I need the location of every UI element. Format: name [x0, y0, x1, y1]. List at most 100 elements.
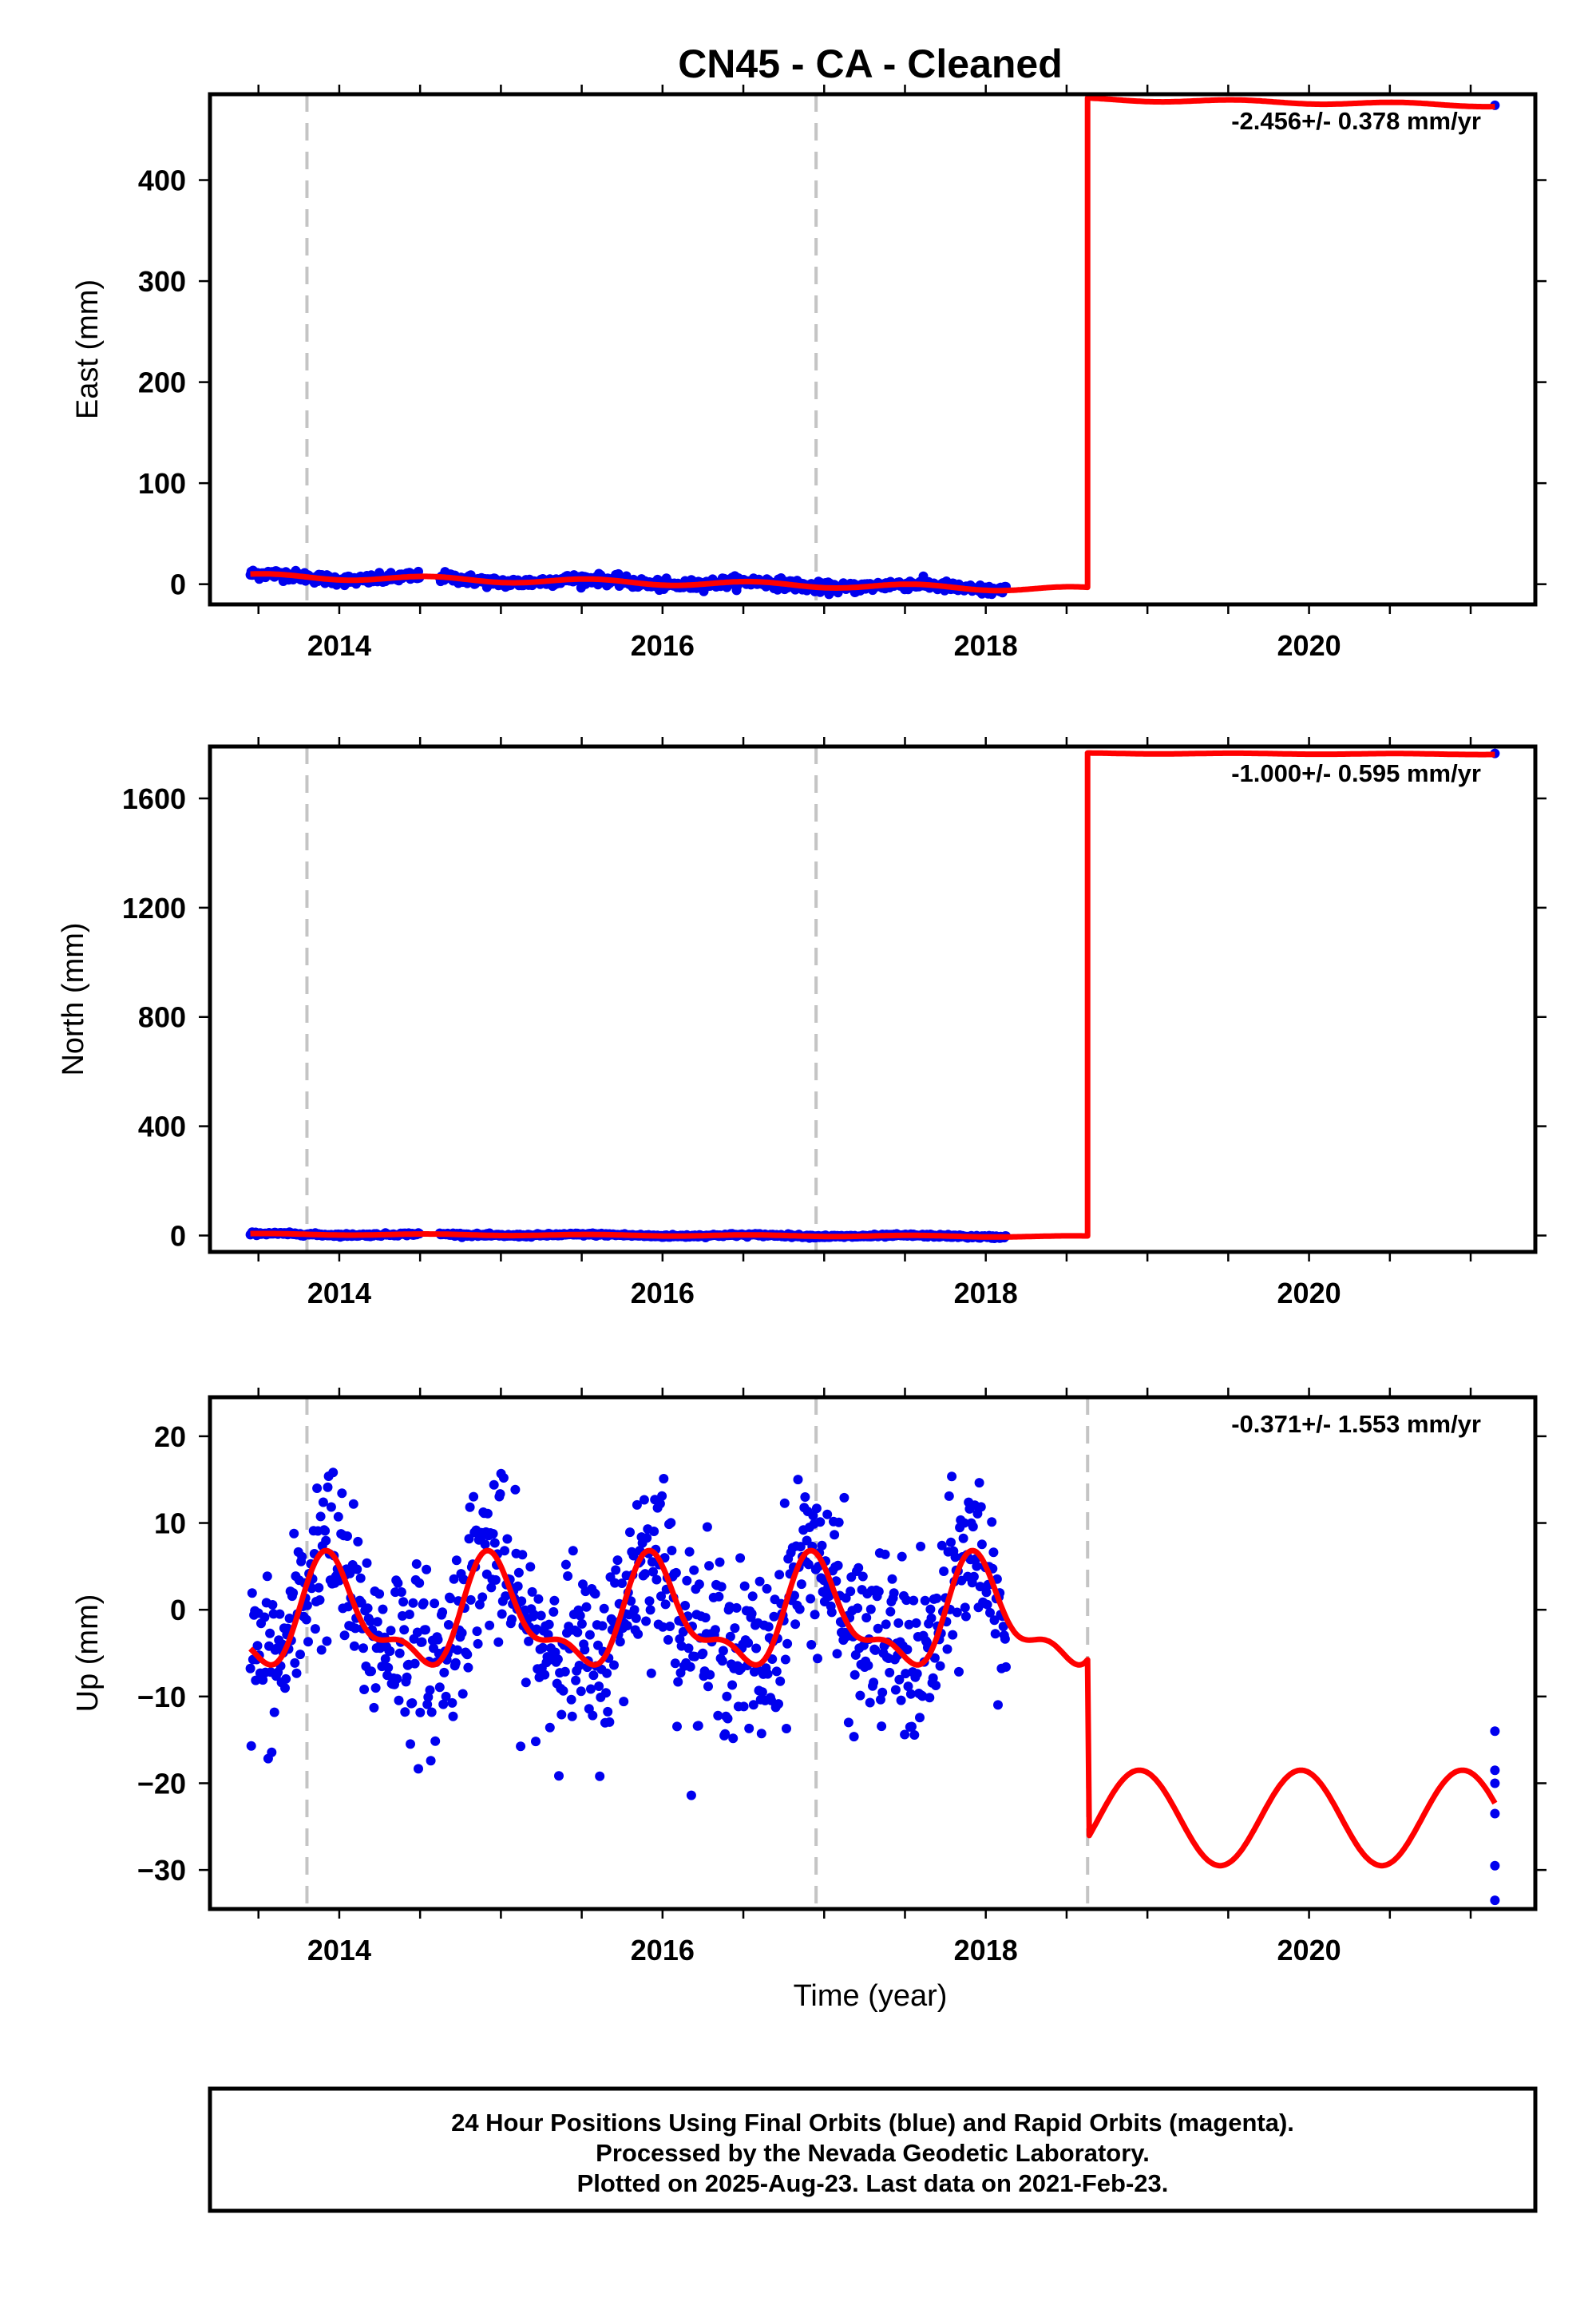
obs-point	[267, 1600, 278, 1610]
obs-point	[925, 1604, 936, 1614]
obs-point	[990, 1629, 1000, 1639]
obs-point	[418, 1598, 429, 1608]
obs-point	[398, 1610, 407, 1621]
obs-point	[920, 1595, 930, 1606]
obs-point	[430, 1736, 441, 1746]
obs-point	[599, 1603, 609, 1614]
obs-point	[880, 1549, 890, 1559]
obs-point	[826, 1607, 837, 1618]
obs-point	[894, 1674, 905, 1685]
obs-point	[901, 1595, 912, 1606]
obs-point	[385, 1646, 395, 1656]
obs-point	[713, 1710, 723, 1721]
obs-point	[640, 1569, 650, 1579]
obs-point	[703, 1681, 713, 1692]
obs-point	[588, 1670, 599, 1681]
obs-point	[811, 1503, 822, 1514]
obs-point	[928, 1673, 938, 1683]
obs-point	[448, 1711, 458, 1721]
obs-point	[604, 1717, 615, 1727]
obs-point	[960, 1602, 970, 1613]
obs-point	[641, 1616, 651, 1626]
obs-point	[339, 1630, 350, 1641]
obs-point	[942, 1644, 952, 1654]
obs-point	[782, 1724, 791, 1733]
obs-point	[642, 1533, 652, 1543]
obs-point	[705, 1669, 715, 1680]
obs-point	[1490, 1808, 1500, 1819]
obs-point	[358, 1643, 368, 1654]
obs-point	[597, 1621, 608, 1631]
obs-point	[549, 1606, 559, 1617]
obs-point	[870, 1645, 881, 1655]
obs-point	[948, 1630, 958, 1640]
obs-point	[944, 1491, 954, 1501]
obs-point	[685, 1662, 695, 1672]
obs-point	[556, 1709, 567, 1720]
obs-point	[312, 1483, 323, 1493]
obs-point	[890, 1685, 901, 1695]
obs-point	[267, 1747, 277, 1757]
obs-point	[343, 1531, 352, 1541]
obs-point	[939, 1566, 949, 1576]
obs-point	[680, 1601, 691, 1610]
obs-point	[438, 1699, 449, 1709]
x-tick-label: 2020	[1277, 629, 1341, 662]
panel-up: 2014 2016 2018 2020 −30 −20 −10 0 10 20 Up (mm) -0.…	[71, 1388, 1546, 1966]
obs-point	[806, 1594, 816, 1604]
obs-point	[744, 1723, 754, 1733]
obs-point	[657, 1491, 667, 1501]
y-tick-label: 0	[170, 1219, 186, 1252]
obs-point	[982, 1599, 992, 1610]
obs-point	[593, 1640, 603, 1650]
obs-point	[766, 1695, 777, 1705]
obs-point	[704, 1561, 715, 1571]
obs-point	[790, 1590, 799, 1601]
obs-point	[407, 1698, 418, 1708]
obs-point	[666, 1518, 676, 1528]
obs-point	[651, 1574, 662, 1585]
obs-point	[720, 1729, 731, 1739]
obs-point	[549, 1595, 560, 1606]
obs-point	[493, 1637, 504, 1647]
obs-point	[611, 1565, 621, 1575]
obs-point	[716, 1582, 727, 1592]
obs-point	[571, 1675, 581, 1685]
obs-point	[374, 1589, 385, 1599]
obs-point	[588, 1710, 598, 1721]
obs-point	[323, 1482, 333, 1492]
obs-point	[426, 1756, 436, 1766]
obs-point	[912, 1669, 922, 1679]
y-axis-title: East (mm)	[71, 279, 105, 419]
obs-point	[694, 1579, 704, 1590]
obs-point	[602, 1668, 612, 1678]
obs-point	[865, 1697, 875, 1708]
obs-point	[576, 1686, 586, 1697]
obs-point	[649, 1527, 659, 1536]
model-line	[249, 750, 1496, 1240]
obs-point	[567, 1711, 577, 1721]
obs-point	[715, 1557, 725, 1567]
obs-point	[545, 1722, 555, 1733]
obs-point	[380, 1654, 390, 1664]
obs-point	[660, 1599, 671, 1610]
obs-point	[465, 1594, 476, 1605]
obs-point	[873, 1623, 883, 1634]
x-tick-label: 2016	[631, 1277, 695, 1309]
obs-point	[314, 1582, 324, 1593]
obs-point	[426, 1707, 437, 1717]
obs-point	[767, 1654, 778, 1664]
obs-point	[404, 1610, 414, 1619]
obs-point	[889, 1588, 899, 1598]
y-tick-label: 800	[138, 1001, 186, 1034]
obs-point	[903, 1681, 913, 1692]
obs-point	[584, 1630, 595, 1640]
x-tick-label: 2018	[954, 1934, 1018, 1966]
obs-point	[849, 1732, 859, 1742]
chart-title: CN45 - CA - Cleaned	[678, 42, 1063, 86]
obs-point	[857, 1571, 868, 1582]
obs-point	[516, 1741, 526, 1752]
obs-point	[297, 1551, 307, 1562]
obs-point	[580, 1645, 590, 1655]
